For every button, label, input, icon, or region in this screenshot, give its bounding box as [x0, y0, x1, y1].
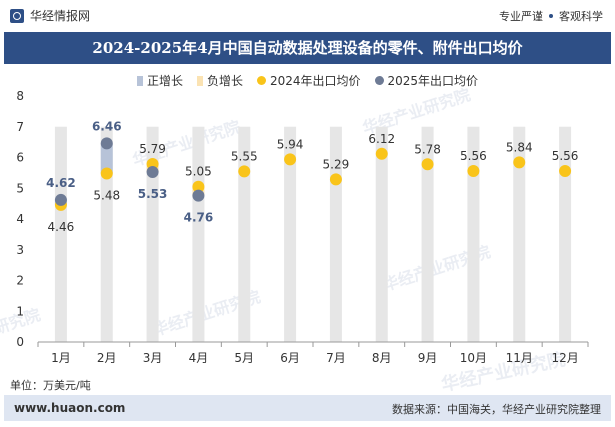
point-2025 [146, 165, 159, 178]
y-tick-label: 6 [16, 151, 24, 165]
data-label-2024: 5.55 [231, 149, 258, 163]
background-column [375, 126, 388, 342]
y-tick-label: 0 [16, 335, 24, 349]
x-tick-label: 5月 [234, 351, 254, 365]
point-2025 [192, 189, 205, 202]
y-tick-label: 7 [16, 120, 24, 134]
data-label-2024: 4.46 [48, 220, 75, 234]
background-column [467, 126, 480, 342]
point-2024 [100, 167, 113, 180]
x-tick-label: 1月 [51, 351, 71, 365]
legend-item-2025: 2025年出口均价 [374, 72, 479, 89]
point-2025 [100, 137, 113, 150]
data-label-2024: 5.78 [414, 142, 441, 156]
point-2024 [329, 173, 342, 186]
x-tick-label: 3月 [143, 351, 163, 365]
data-label-2025: 6.46 [92, 119, 122, 133]
x-tick-label: 12月 [551, 351, 578, 365]
background-column [238, 126, 251, 342]
x-tick-label: 10月 [460, 351, 487, 365]
legend-label-positive: 正增长 [146, 74, 183, 88]
tagline: 专业严谨 客观科学 [499, 8, 603, 24]
point-2024 [375, 147, 388, 160]
legend-swatch-2025 [374, 76, 384, 85]
legend-item-positive: 正增长 [136, 72, 183, 89]
point-2024 [421, 158, 434, 171]
data-label-2024: 6.12 [368, 132, 395, 146]
x-tick-label: 8月 [372, 351, 392, 365]
x-tick-label: 2月 [97, 351, 117, 365]
point-2024 [284, 153, 297, 166]
data-label-2024: 5.05 [185, 165, 212, 179]
legend-label-2024: 2024年出口均价 [269, 74, 361, 88]
legend-label-negative: 负增长 [206, 74, 243, 88]
data-label-2024: 5.56 [552, 149, 579, 163]
brand: 华经情报网 [10, 7, 90, 24]
x-tick-label: 7月 [326, 351, 346, 365]
chart-title: 2024-2025年4月中国自动数据处理设备的零件、附件出口均价 [4, 32, 611, 64]
footer-source: 数据来源：中国海关，华经产业研究院整理 [392, 403, 601, 416]
y-tick-label: 3 [16, 243, 24, 257]
separator-dot-icon [549, 14, 553, 18]
unit-label: 单位：万美元/吨 [10, 379, 91, 392]
y-tick-label: 2 [16, 274, 24, 288]
footer-url: www.huaon.com [14, 401, 126, 415]
data-label-2024: 5.84 [506, 140, 533, 154]
legend-item-2024: 2024年出口均价 [256, 72, 361, 89]
legend: 正增长 负增长 2024年出口均价 2025年出口均价 [0, 72, 615, 89]
point-2024 [559, 165, 572, 178]
legend-swatch-negative [196, 75, 203, 86]
data-label-2025: 5.53 [138, 187, 168, 201]
legend-label-2025: 2025年出口均价 [387, 74, 479, 88]
footer: www.huaon.com 数据来源：中国海关，华经产业研究院整理 [4, 395, 611, 421]
background-column [559, 126, 572, 342]
legend-swatch-positive [136, 75, 143, 86]
point-2024 [192, 180, 205, 193]
y-tick-label: 1 [16, 304, 24, 318]
growth-bar-positive [100, 143, 113, 174]
top-bar: 华经情报网 专业严谨 客观科学 [0, 0, 615, 32]
point-2025 [54, 193, 67, 206]
y-tick-label: 5 [16, 181, 24, 195]
data-label-2025: 4.62 [46, 176, 76, 190]
y-tick-label: 8 [16, 89, 24, 103]
legend-item-negative: 负增长 [196, 72, 243, 89]
data-label-2024: 5.79 [139, 142, 166, 156]
point-2024 [238, 165, 251, 178]
x-tick-label: 11月 [506, 351, 533, 365]
data-label-2024: 5.56 [460, 149, 487, 163]
x-tick-label: 6月 [280, 351, 300, 365]
tag-1: 专业严谨 [499, 10, 543, 23]
data-label-2025: 4.76 [184, 211, 214, 225]
background-column [513, 126, 526, 342]
point-2024 [467, 165, 480, 178]
background-column [421, 126, 434, 342]
data-label-2024: 5.48 [93, 188, 120, 202]
data-label-2024: 5.94 [277, 137, 304, 151]
background-column [284, 126, 297, 342]
legend-swatch-2024 [256, 76, 266, 85]
background-column [100, 126, 113, 342]
y-tick-label: 4 [16, 212, 24, 226]
x-tick-label: 4月 [189, 351, 209, 365]
site-name: 华经情报网 [30, 9, 91, 23]
logo-icon [10, 8, 24, 23]
data-label-2024: 5.29 [323, 157, 350, 171]
point-2024 [513, 156, 526, 169]
x-tick-label: 9月 [418, 351, 438, 365]
background-column [54, 126, 67, 342]
tag-2: 客观科学 [559, 10, 603, 23]
background-column [146, 126, 159, 342]
background-column [192, 126, 205, 342]
